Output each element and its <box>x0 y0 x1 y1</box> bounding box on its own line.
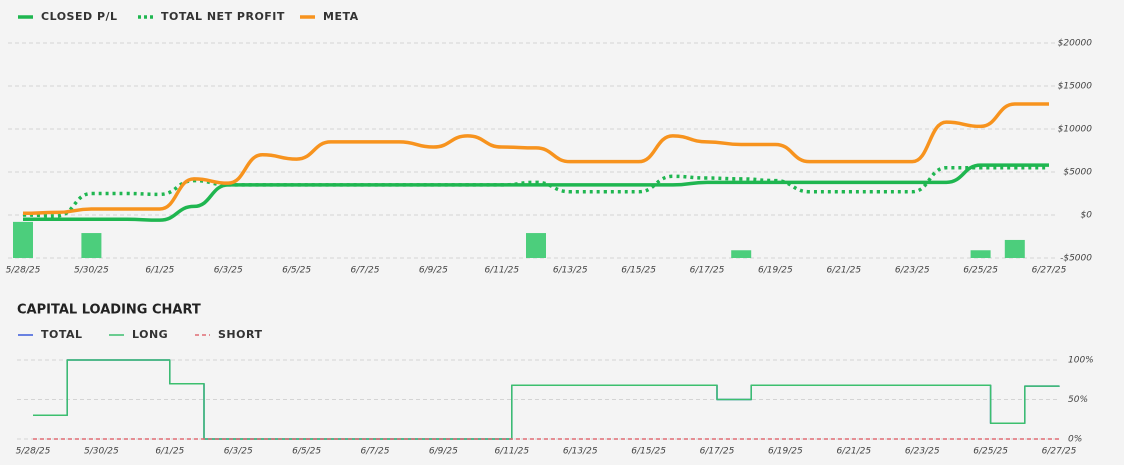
x-tick-label: 6/17/25 <box>690 266 725 276</box>
y-tick-label: 100% <box>1068 356 1094 366</box>
bar <box>970 250 991 258</box>
series-line <box>23 163 1049 222</box>
x-tick-label: 5/28/25 <box>16 447 51 457</box>
series-line <box>33 359 1060 440</box>
x-tick-label: 5/30/25 <box>84 447 119 457</box>
x-tick-label: 6/3/25 <box>214 266 243 276</box>
x-tick-label: 6/11/25 <box>484 266 519 276</box>
series-line <box>22 102 1049 216</box>
x-tick-label: 5/30/25 <box>74 266 109 276</box>
legend-label: SHORT <box>218 328 262 341</box>
x-tick-label: 6/5/25 <box>282 266 311 276</box>
x-tick-label: 6/21/25 <box>836 447 871 457</box>
x-tick-label: 6/13/25 <box>563 447 598 457</box>
y-tick-label: -$5000 <box>1060 254 1092 264</box>
x-tick-label: 5/28/25 <box>6 266 41 276</box>
bar <box>526 233 546 258</box>
y-tick-label: $0 <box>1081 211 1093 221</box>
x-tick-label: 6/9/25 <box>419 266 448 276</box>
x-tick-label: 6/25/25 <box>973 447 1008 457</box>
y-tick-label: $20000 <box>1058 39 1093 49</box>
x-tick-label: 6/25/25 <box>963 266 998 276</box>
bar <box>13 221 33 258</box>
legend-label: META <box>323 10 359 23</box>
x-tick-label: 6/11/25 <box>494 447 529 457</box>
x-tick-label: 6/27/25 <box>1042 447 1077 457</box>
x-tick-label: 6/5/25 <box>292 447 321 457</box>
x-tick-label: 6/15/25 <box>631 447 666 457</box>
legend-label: TOTAL NET PROFIT <box>161 10 285 23</box>
y-tick-label: $15000 <box>1058 82 1093 92</box>
bar <box>81 233 102 258</box>
x-tick-label: 6/23/25 <box>905 447 940 457</box>
x-tick-label: 6/7/25 <box>351 266 380 276</box>
x-tick-label: 6/15/25 <box>621 266 656 276</box>
legend-label: TOTAL <box>41 328 83 341</box>
x-tick-label: 6/7/25 <box>361 447 390 457</box>
y-tick-label: 0% <box>1068 435 1082 445</box>
x-tick-label: 6/19/25 <box>758 266 793 276</box>
x-tick-label: 6/19/25 <box>768 447 803 457</box>
x-tick-label: 6/1/25 <box>145 266 174 276</box>
x-tick-label: 6/13/25 <box>553 266 588 276</box>
legend-label: CLOSED P/L <box>41 10 118 23</box>
y-tick-label: $5000 <box>1063 168 1092 178</box>
legend-label: LONG <box>132 328 168 341</box>
x-tick-label: 6/21/25 <box>826 266 861 276</box>
bar <box>1004 239 1025 258</box>
x-tick-label: 6/27/25 <box>1032 266 1067 276</box>
x-tick-label: 6/23/25 <box>895 266 930 276</box>
chart-title: CAPITAL LOADING CHART <box>17 303 201 318</box>
x-tick-label: 6/3/25 <box>224 447 253 457</box>
x-tick-label: 6/17/25 <box>700 447 735 457</box>
x-tick-label: 6/1/25 <box>155 447 184 457</box>
bar <box>731 250 752 258</box>
y-tick-label: 50% <box>1068 395 1088 405</box>
x-tick-label: 6/9/25 <box>429 447 458 457</box>
y-tick-label: $10000 <box>1058 125 1093 135</box>
